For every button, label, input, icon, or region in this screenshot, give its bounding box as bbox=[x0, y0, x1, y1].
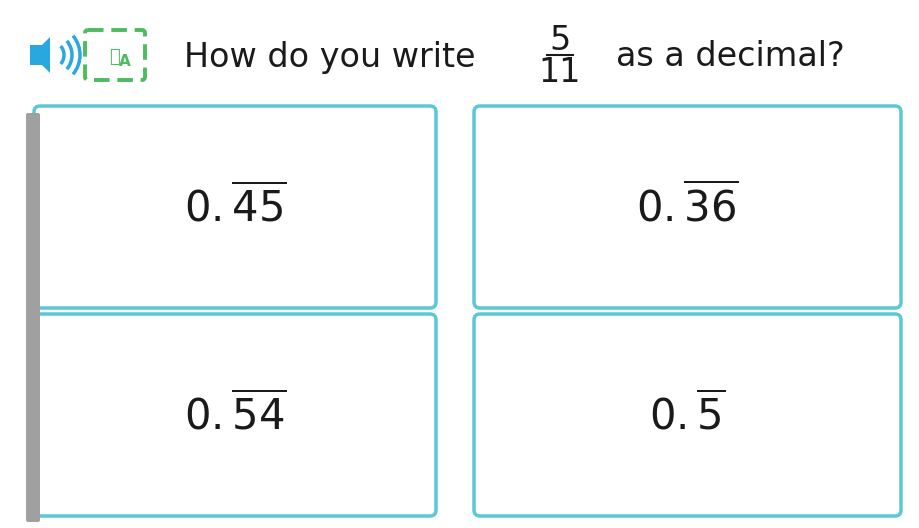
Text: 文: 文 bbox=[109, 48, 120, 66]
FancyBboxPatch shape bbox=[34, 106, 436, 308]
Text: $0.\overline{45}$: $0.\overline{45}$ bbox=[184, 184, 286, 230]
FancyBboxPatch shape bbox=[473, 314, 900, 516]
FancyBboxPatch shape bbox=[34, 314, 436, 516]
Text: 11: 11 bbox=[539, 55, 581, 89]
Text: $0.\overline{54}$: $0.\overline{54}$ bbox=[184, 392, 286, 438]
Text: $0.\overline{5}$: $0.\overline{5}$ bbox=[649, 392, 725, 438]
Text: $0.\overline{36}$: $0.\overline{36}$ bbox=[635, 184, 738, 230]
FancyBboxPatch shape bbox=[26, 113, 40, 522]
Text: A: A bbox=[119, 53, 130, 69]
Text: as a decimal?: as a decimal? bbox=[615, 41, 844, 73]
FancyBboxPatch shape bbox=[473, 106, 900, 308]
Text: How do you write: How do you write bbox=[184, 41, 475, 73]
Polygon shape bbox=[30, 37, 50, 73]
Text: 5: 5 bbox=[549, 24, 570, 56]
